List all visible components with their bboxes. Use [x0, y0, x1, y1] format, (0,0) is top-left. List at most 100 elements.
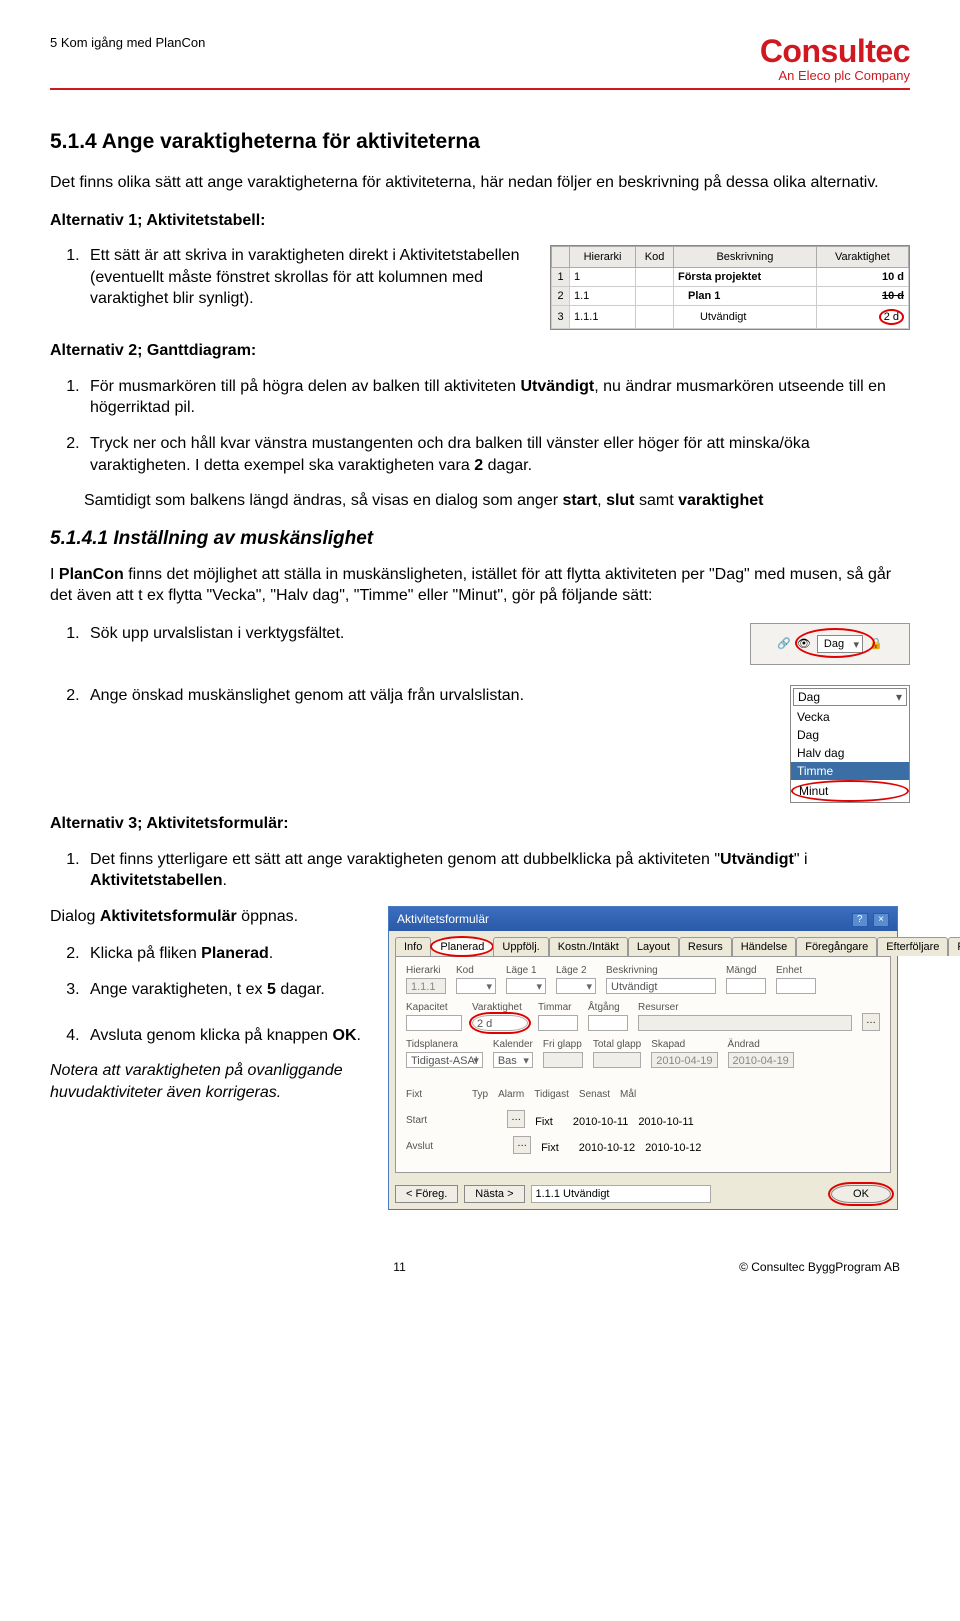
- inp-enhet[interactable]: [776, 978, 816, 994]
- lbl-hierarki: Hierarki: [406, 965, 446, 976]
- cell-desc[interactable]: Plan 1: [673, 287, 816, 306]
- alt2-title: Alternativ 2; Ganttdiagram:: [50, 340, 910, 362]
- lbl-skapad: Skapad: [651, 1039, 717, 1050]
- close-icon[interactable]: ×: [873, 913, 889, 927]
- dropdown-selected[interactable]: Dag: [793, 688, 907, 706]
- cell-desc[interactable]: Utvändigt: [673, 306, 816, 329]
- col-varaktighet: Varaktighet: [816, 247, 908, 268]
- lbl-lage2: Läge 2: [556, 965, 596, 976]
- col-hierarki: Hierarki: [570, 247, 636, 268]
- col-kod: Kod: [636, 247, 674, 268]
- inp-mangd[interactable]: [726, 978, 766, 994]
- inp-atgang[interactable]: [588, 1015, 628, 1031]
- path-select[interactable]: 1.1.1 Utvändigt: [531, 1185, 711, 1203]
- inp-kapacitet[interactable]: [406, 1015, 462, 1031]
- tab-efterf[interactable]: Efterföljare: [877, 937, 948, 956]
- page-number: 11: [393, 1260, 405, 1274]
- inp-totalglapp: [593, 1052, 641, 1068]
- dropdown-option-circled[interactable]: Minut: [791, 780, 909, 802]
- lbl-typ: Typ: [472, 1089, 488, 1100]
- lbl-tidsplanera: Tidsplanera: [406, 1039, 483, 1050]
- inp-lage2[interactable]: [556, 978, 596, 994]
- tab-layout[interactable]: Layout: [628, 937, 679, 956]
- subsection-heading: 5.1.4.1 Inställning av muskänslighet: [50, 528, 910, 550]
- inp-tidsplanera[interactable]: Tidigast-ASA!: [406, 1052, 483, 1068]
- toolbar-screenshot[interactable]: 🔗 👁 Dag 🔒: [750, 623, 910, 665]
- inp-beskrivning[interactable]: Utvändigt: [606, 978, 716, 994]
- cell-kod[interactable]: [636, 287, 674, 306]
- prev-button[interactable]: < Föreg.: [395, 1185, 458, 1203]
- highlight-ellipse: [795, 628, 875, 658]
- activity-form-dialog[interactable]: Aktivitetsformulär ? × Info Planerad Upp…: [388, 906, 898, 1210]
- dropdown-screenshot[interactable]: Dag Vecka Dag Halv dag Timme Minut: [790, 685, 910, 803]
- dialog-opens-line: Dialog Aktivitetsformulär öppnas.: [50, 906, 370, 928]
- lbl-andrad: Ändrad: [728, 1039, 794, 1050]
- tab-uppfolj[interactable]: Uppfölj.: [493, 937, 548, 956]
- col-beskrivning: Beskrivning: [673, 247, 816, 268]
- brand-block: Consultec An Eleco plc Company: [760, 35, 910, 82]
- inp-skapad: 2010-04-19: [651, 1052, 717, 1068]
- lbl-alarm: Alarm: [498, 1089, 524, 1100]
- tab-info[interactable]: Info: [395, 937, 431, 956]
- row-num: 2: [552, 287, 570, 306]
- dropdown-option-highlight[interactable]: Timme: [791, 762, 909, 780]
- help-icon[interactable]: ?: [852, 913, 868, 927]
- section-heading: 5.1.4 Ange varaktigheterna för aktivitet…: [50, 130, 910, 154]
- lbl-start: Start: [406, 1115, 427, 1126]
- cell-hierarki[interactable]: 1.1.1: [570, 306, 636, 329]
- subsection-intro: I PlanCon finns det möjlighet att ställa…: [50, 564, 910, 607]
- dropdown-option[interactable]: Dag: [791, 726, 909, 744]
- inp-avslut-tidigast: 2010-10-12: [579, 1142, 635, 1154]
- resurser-browse-button[interactable]: …: [862, 1013, 880, 1031]
- alt3-step-4: Avsluta genom klicka på knappen OK.: [84, 1025, 370, 1047]
- tab-planerad[interactable]: Planerad: [431, 937, 493, 956]
- inp-hierarki: 1.1.1: [406, 978, 446, 994]
- tab-handelse[interactable]: Händelse: [732, 937, 796, 956]
- inp-avslut-typ[interactable]: Fixt: [541, 1142, 559, 1154]
- alt3-step-1: Det finns ytterligare ett sätt att ange …: [84, 849, 910, 892]
- tab-resurs[interactable]: Resurs: [679, 937, 732, 956]
- lbl-kod: Kod: [456, 965, 496, 976]
- ok-button[interactable]: OK: [831, 1185, 891, 1203]
- next-button[interactable]: Nästa >: [464, 1185, 524, 1203]
- cell-hierarki[interactable]: 1.1: [570, 287, 636, 306]
- alt1-step-1: Ett sätt är att skriva in varaktigheten …: [84, 245, 530, 310]
- inp-andrad: 2010-04-19: [728, 1052, 794, 1068]
- tab-fakturor[interactable]: Fakturor: [948, 937, 960, 956]
- cell-dur[interactable]: 10 d: [816, 268, 908, 287]
- inp-lage1[interactable]: [506, 978, 546, 994]
- activity-table-screenshot[interactable]: Hierarki Kod Beskrivning Varaktighet 1 1…: [550, 245, 910, 330]
- cell-dur-circled[interactable]: 2 d: [816, 306, 908, 329]
- inp-kalender[interactable]: Bas: [493, 1052, 533, 1068]
- lbl-atgang: Åtgång: [588, 1002, 628, 1013]
- inp-timmar[interactable]: [538, 1015, 578, 1031]
- avslut-browse-button[interactable]: …: [513, 1136, 531, 1154]
- dropdown-option[interactable]: Vecka: [791, 708, 909, 726]
- inp-varaktighet[interactable]: 2 d: [472, 1015, 528, 1031]
- inp-start-typ[interactable]: Fixt: [535, 1116, 553, 1128]
- alt2-concurrent-para: Samtidigt som balkens längd ändras, så v…: [84, 490, 910, 512]
- lbl-avslut: Avslut: [406, 1141, 433, 1152]
- lbl-lage1: Läge 1: [506, 965, 546, 976]
- tab-kostn[interactable]: Kostn./Intäkt: [549, 937, 628, 956]
- lbl-senast: Senast: [579, 1089, 610, 1100]
- dialog-title: Aktivitetsformulär: [397, 912, 489, 926]
- footer-copyright: © Consultec ByggProgram AB: [739, 1260, 900, 1274]
- cell-kod[interactable]: [636, 306, 674, 329]
- alt3-title: Alternativ 3; Aktivitetsformulär:: [50, 813, 910, 835]
- cell-hierarki[interactable]: 1: [570, 268, 636, 287]
- cell-kod[interactable]: [636, 268, 674, 287]
- tab-foreg[interactable]: Föregångare: [796, 937, 877, 956]
- inp-friglapp: [543, 1052, 583, 1068]
- lbl-beskrivning: Beskrivning: [606, 965, 716, 976]
- dropdown-option[interactable]: Halv dag: [791, 744, 909, 762]
- lbl-mal: Mål: [620, 1089, 636, 1100]
- start-browse-button[interactable]: …: [507, 1110, 525, 1128]
- alt2-step-2: Tryck ner och håll kvar vänstra mustange…: [84, 433, 910, 476]
- inp-kod[interactable]: [456, 978, 496, 994]
- alt3-step-3: Ange varaktigheten, t ex 5 dagar.: [84, 979, 370, 1001]
- cell-dur[interactable]: 10 d: [816, 287, 908, 306]
- lbl-kapacitet: Kapacitet: [406, 1002, 462, 1013]
- lbl-blank: [406, 1076, 462, 1087]
- cell-desc[interactable]: Första projektet: [673, 268, 816, 287]
